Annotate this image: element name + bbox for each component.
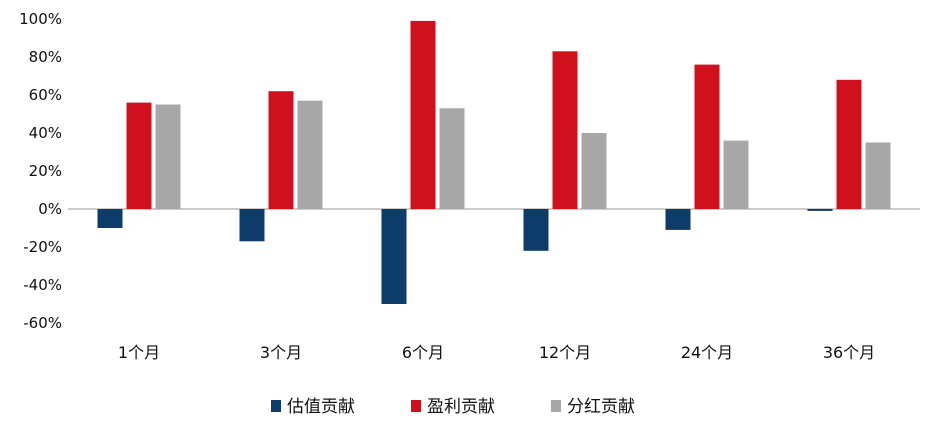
bar bbox=[297, 100, 323, 209]
bar bbox=[126, 102, 152, 209]
bar bbox=[694, 64, 720, 209]
y-axis-tick-labels: 100% 80% 60% 40% 20% 0% -20% -40% -60% bbox=[19, 10, 62, 332]
y-tick-label: -40% bbox=[23, 276, 62, 294]
x-category-label: 12个月 bbox=[539, 343, 591, 362]
legend-label: 分红贡献 bbox=[567, 397, 635, 417]
y-tick-label: -60% bbox=[23, 314, 62, 332]
y-tick-label: 80% bbox=[29, 48, 62, 66]
legend-swatch bbox=[551, 400, 561, 412]
legend-label: 估值贡献 bbox=[287, 397, 355, 417]
bar bbox=[97, 209, 123, 228]
bar bbox=[836, 79, 862, 209]
bar bbox=[581, 133, 607, 209]
y-tick-label: 0% bbox=[38, 200, 62, 218]
bar bbox=[865, 142, 891, 209]
y-tick-label: 20% bbox=[29, 162, 62, 180]
bar bbox=[523, 209, 549, 251]
y-tick-label: -20% bbox=[23, 238, 62, 256]
x-category-label: 1个月 bbox=[118, 343, 160, 362]
bar bbox=[381, 209, 407, 304]
y-tick-label: 40% bbox=[29, 124, 62, 142]
bar bbox=[410, 20, 436, 210]
y-tick-label: 100% bbox=[19, 10, 62, 28]
bar bbox=[155, 104, 181, 209]
legend-swatch bbox=[411, 400, 421, 412]
bar bbox=[723, 140, 749, 209]
legend-label: 盈利贡献 bbox=[427, 397, 495, 417]
bar bbox=[665, 209, 691, 230]
x-axis-category-labels: 1个月 3个月 6个月 12个月 24个月 36个月 bbox=[118, 343, 875, 362]
legend-swatch bbox=[271, 400, 281, 412]
x-category-label: 3个月 bbox=[260, 343, 302, 362]
x-category-label: 24个月 bbox=[681, 343, 733, 362]
bar bbox=[239, 209, 265, 242]
bars bbox=[97, 20, 891, 304]
x-category-label: 36个月 bbox=[823, 343, 875, 362]
bar bbox=[268, 91, 294, 209]
x-category-label: 6个月 bbox=[402, 343, 444, 362]
legend: 估值贡献 盈利贡献 分红贡献 bbox=[271, 397, 635, 417]
bar bbox=[439, 108, 465, 209]
bar bbox=[552, 51, 578, 209]
bar bbox=[807, 209, 833, 211]
y-tick-label: 60% bbox=[29, 86, 62, 104]
